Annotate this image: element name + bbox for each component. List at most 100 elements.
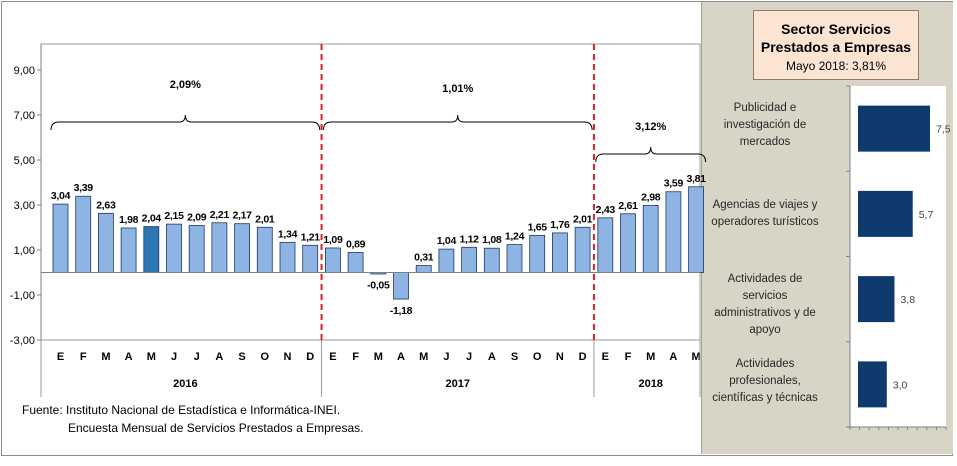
x-tick-label: S (238, 351, 245, 363)
x-tick-label: A (397, 351, 405, 363)
data-label: 1,21 (301, 231, 321, 243)
source-note: Fuente: Instituto Nacional de Estadístic… (22, 401, 363, 437)
data-label: 2,15 (164, 210, 184, 222)
x-tick-label: D (306, 351, 314, 363)
sector-bars: 7,5 5,7 3,8 3,0 (858, 105, 951, 408)
data-label: 2,04 (142, 213, 162, 225)
x-tick-label: M (147, 351, 156, 363)
x-tick-label: O (533, 351, 542, 363)
sector-bar (858, 105, 930, 152)
year-label: 2018 (638, 378, 662, 390)
sector-category-label: Agencias de viajes y operadores turístic… (711, 199, 819, 228)
x-tick-label: F (80, 351, 87, 363)
data-label: 1,09 (323, 234, 343, 246)
data-label: 2,01 (255, 213, 275, 225)
x-tick-label: J (194, 351, 200, 363)
x-tick-label: M (374, 351, 383, 363)
y-tick-label: 5,00 (14, 155, 35, 167)
source-line: Fuente: Instituto Nacional de Estadístic… (22, 403, 341, 417)
x-tick-label: A (669, 351, 677, 363)
x-tick-label: N (556, 351, 564, 363)
axes: 9,00 7,00 5,00 3,00 1,00 -1,00 -3,00 E F M A M J J A S O… (10, 44, 701, 397)
sector-bar (858, 276, 895, 323)
data-labels: 3,043,392,631,98 2,04 2,15 2,09 2,21 2,17 2,01… (51, 173, 707, 317)
x-tick-label: A (125, 351, 133, 363)
year-label: 2016 (173, 378, 197, 390)
year-average-label: 3,12% (635, 121, 666, 133)
x-tick-label: M (646, 351, 655, 363)
data-label: 3,39 (74, 182, 94, 194)
data-label: 2,17 (232, 210, 252, 222)
sector-value-label: 3,0 (893, 379, 908, 391)
x-tick-label: J (171, 351, 177, 363)
y-tick-label: 1,00 (14, 245, 35, 257)
sector-bar (858, 361, 887, 408)
data-label: 0,31 (414, 252, 434, 264)
x-tick-label: J (443, 351, 449, 363)
x-tick-label: A (215, 351, 223, 363)
x-tick-label: S (511, 351, 518, 363)
x-tick-label: F (625, 351, 632, 363)
data-label: 0,89 (346, 238, 366, 250)
data-label: 3,04 (51, 190, 71, 202)
year-brace (322, 114, 593, 131)
sector-value-label: 5,7 (919, 209, 934, 221)
plot-frame (40, 43, 701, 341)
x-tick-label: E (602, 351, 609, 363)
y-tick-label: 3,00 (14, 200, 35, 212)
data-label: 2,01 (573, 213, 593, 225)
y-tick-label: 7,00 (14, 110, 35, 122)
x-tick-label: A (488, 351, 496, 363)
year-label: 2017 (446, 378, 470, 390)
data-label: -0,05 (367, 280, 390, 292)
y-tick-label: 9,00 (14, 65, 35, 77)
data-label: 1,08 (482, 234, 502, 246)
sector-category-label: Actividades profesionales, científicas y… (712, 358, 818, 404)
data-label: 1,24 (505, 231, 525, 243)
year-annotations: 2016 2,09% 2017 1,01% 2018 3,12% (50, 79, 707, 390)
data-label: 2,09 (187, 211, 207, 223)
x-tick-label: E (329, 351, 336, 363)
data-label: 1,12 (459, 233, 479, 245)
year-average-label: 2,09% (170, 79, 201, 91)
data-label: 1,98 (119, 214, 139, 226)
x-tick-label: M (692, 351, 701, 363)
year-average-label: 1,01% (442, 83, 473, 95)
x-tick-label: D (579, 351, 587, 363)
data-label: 3,81 (686, 173, 706, 185)
y-tick-label: -1,00 (10, 290, 35, 302)
x-tick-label: O (261, 351, 270, 363)
data-label: -1,18 (390, 305, 413, 317)
x-tick-label: M (419, 351, 428, 363)
data-label: 3,59 (664, 178, 684, 190)
year-brace (595, 146, 707, 163)
sector-subtitle: Mayo 2018: 3,81% (785, 59, 887, 73)
x-tick-label: E (57, 351, 64, 363)
x-tick-label: J (466, 351, 472, 363)
data-label: 1,04 (437, 235, 457, 247)
data-label: 2,98 (641, 191, 661, 203)
data-label: 2,61 (618, 200, 638, 212)
sector-value-label: 7,5 (936, 124, 951, 136)
sector-category-label: Publicidad e investigación de mercados (723, 102, 807, 148)
x-tick-label: N (284, 351, 292, 363)
data-label: 2,63 (96, 199, 116, 211)
sector-title-box: Sector Servicios Prestados a Empresas Ma… (753, 10, 919, 80)
data-label: 1,76 (550, 219, 570, 231)
x-tick-label: F (352, 351, 359, 363)
bar-series (52, 186, 704, 300)
sector-value-label: 3,8 (900, 294, 915, 306)
data-label: 2,21 (210, 209, 230, 221)
sector-category-label: Actividades de servicios administrativos… (714, 273, 816, 336)
year-brace (50, 114, 321, 131)
x-tick-label: M (101, 351, 110, 363)
data-label: 1,34 (278, 228, 298, 240)
data-label: 2,43 (596, 204, 616, 216)
plot-area (40, 43, 701, 341)
sector-title: Sector Servicios Prestados a Empresas (760, 21, 912, 55)
sector-bar (858, 190, 913, 237)
data-label: 1,65 (528, 221, 548, 233)
